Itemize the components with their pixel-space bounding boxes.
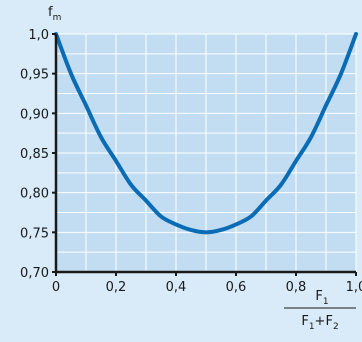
y-tick-label: 0,75 bbox=[20, 226, 49, 241]
x-axis-label-numerator-sub: 1 bbox=[323, 297, 329, 307]
x-tick-label: 0 bbox=[52, 280, 60, 295]
y-tick-label: 0,70 bbox=[20, 266, 49, 281]
x-axis-label-denominator-b: F bbox=[325, 314, 332, 329]
y-axis-label: fm bbox=[48, 5, 61, 23]
x-axis-label-denominator-a-sub: 1 bbox=[309, 322, 315, 332]
y-axis-label-sub: m bbox=[53, 13, 62, 23]
x-tick-label: 0,6 bbox=[226, 280, 247, 295]
x-tick-label: 0,8 bbox=[286, 280, 307, 295]
x-axis-label-denominator-a: F bbox=[301, 314, 308, 329]
y-axis-label-main: f bbox=[48, 5, 53, 20]
y-tick-label: 0,95 bbox=[20, 68, 49, 83]
x-axis-label-denominator-plus: + bbox=[315, 314, 326, 329]
axes bbox=[52, 33, 357, 276]
x-axis-label-denominator-b-sub: 2 bbox=[333, 322, 339, 332]
y-tick-label: 0,85 bbox=[20, 147, 49, 162]
tick-labels: 0,70 0,75 0,80 0,85 0,90 0,95 1,0 0 0,2 0,4 0,6 0,8… bbox=[20, 28, 362, 295]
x-axis-label-denominator: F1+F2 bbox=[301, 314, 338, 332]
series-line bbox=[54, 32, 358, 235]
y-tick-label: 0,80 bbox=[20, 187, 49, 202]
x-axis-label-numerator-main: F bbox=[315, 289, 322, 304]
x-axis-label: F1 F1+F2 bbox=[284, 289, 356, 332]
x-tick-label: 0,2 bbox=[106, 280, 127, 295]
y-tick-label: 0,90 bbox=[20, 107, 49, 122]
x-tick-label: 0,4 bbox=[166, 280, 187, 295]
y-tick-label: 1,0 bbox=[28, 28, 49, 43]
x-axis-label-numerator: F1 bbox=[315, 289, 328, 307]
series-layer bbox=[54, 32, 358, 235]
x-tick-label: 1,0 bbox=[346, 280, 362, 295]
